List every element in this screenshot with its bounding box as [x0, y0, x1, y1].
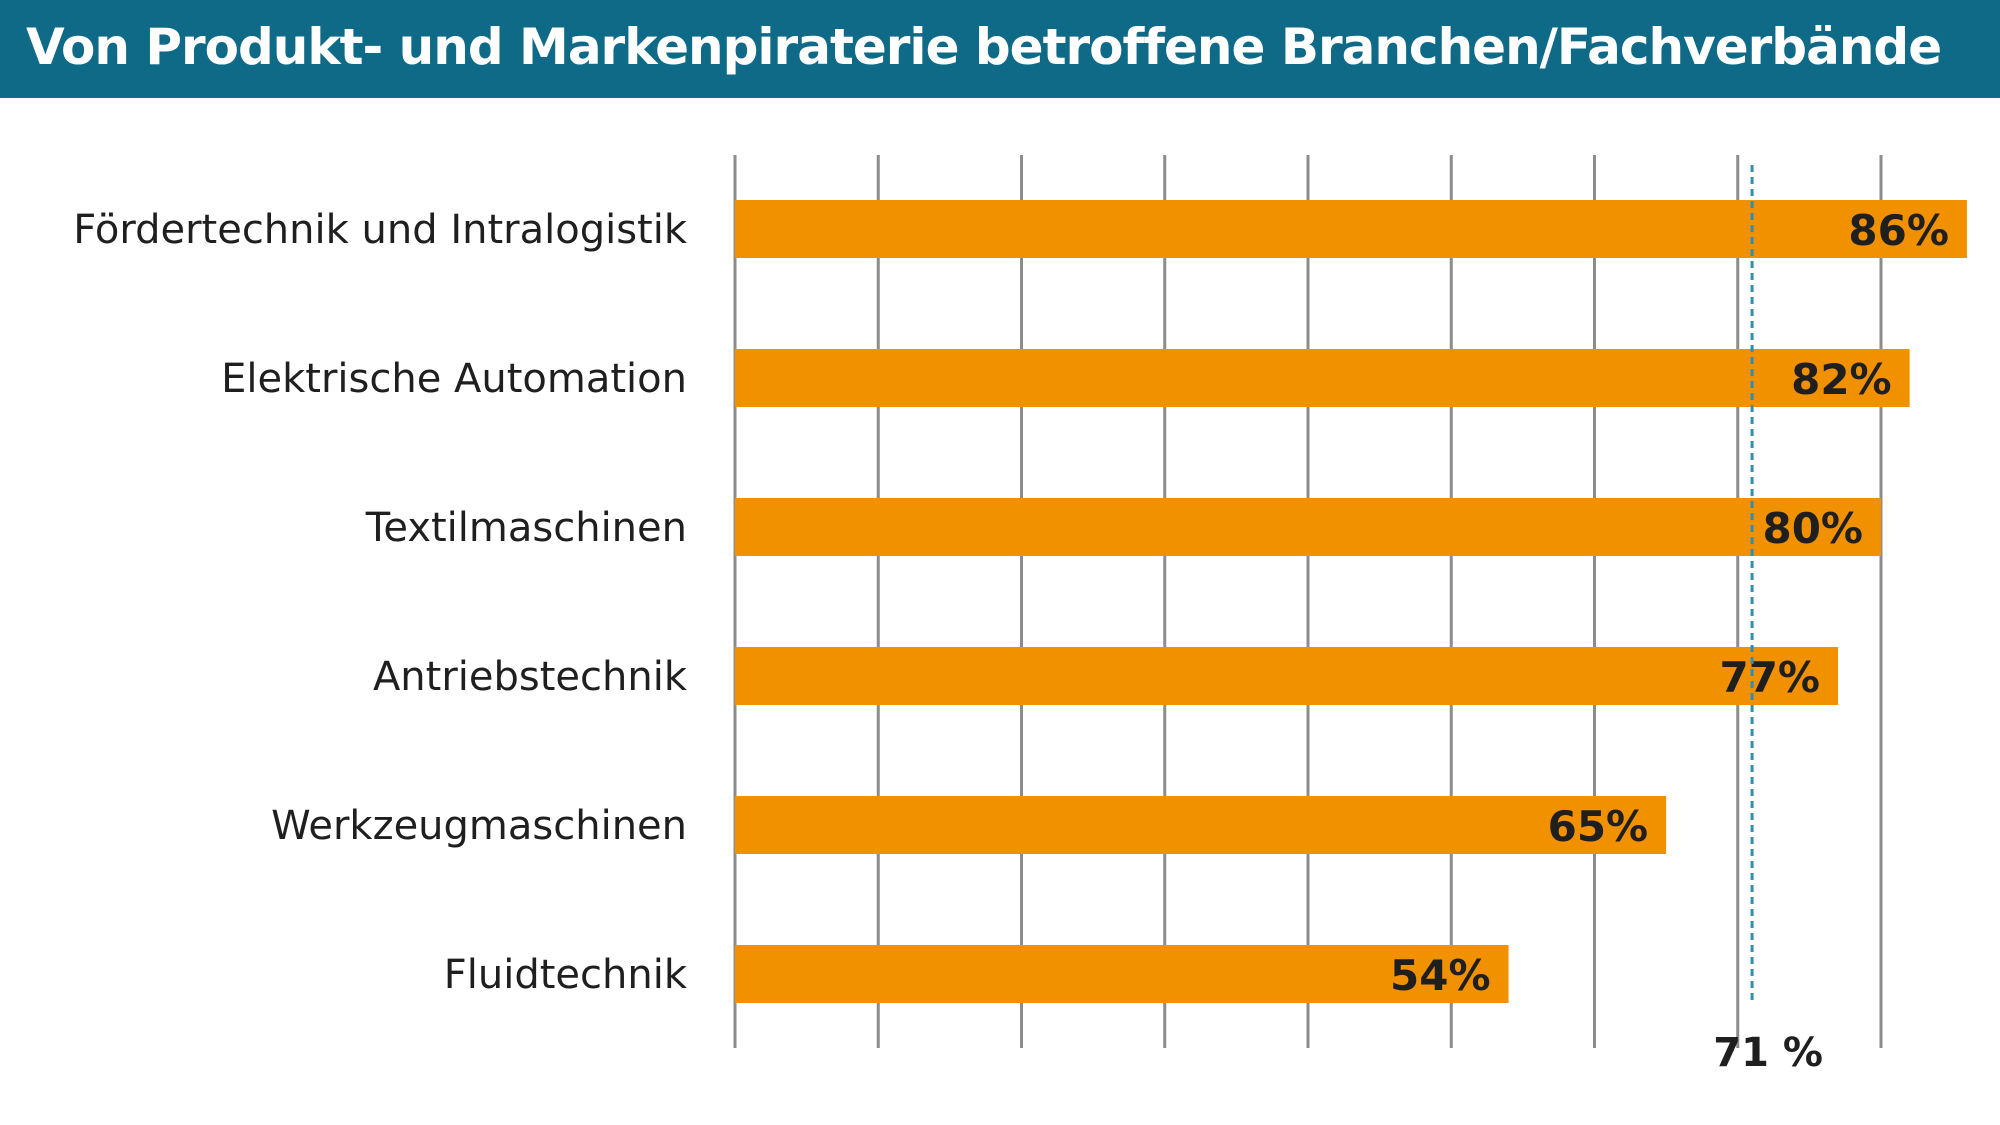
category-label: Antriebstechnik	[373, 654, 688, 700]
value-label: 80%	[1762, 504, 1863, 553]
value-label: 86%	[1848, 206, 1949, 255]
bar	[735, 200, 1967, 258]
reference-line-label: 71 %	[1713, 1030, 1823, 1076]
category-label: Textilmaschinen	[365, 505, 687, 551]
category-label: Fördertechnik und Intralogistik	[73, 207, 688, 253]
chart-title: Von Produkt- und Markenpiraterie betroff…	[26, 18, 1942, 76]
category-label: Fluidtechnik	[444, 952, 688, 998]
value-label: 77%	[1719, 653, 1820, 702]
bar	[735, 796, 1667, 854]
bar	[735, 945, 1509, 1003]
value-label: 65%	[1548, 802, 1649, 851]
value-label: 82%	[1791, 355, 1892, 404]
bar	[735, 349, 1910, 407]
bar	[735, 647, 1839, 705]
category-label: Elektrische Automation	[221, 356, 687, 402]
bar	[735, 498, 1881, 556]
value-label: 54%	[1390, 951, 1491, 1000]
header-bar: Von Produkt- und Markenpiraterie betroff…	[0, 0, 2000, 98]
category-label: Werkzeugmaschinen	[271, 803, 687, 849]
